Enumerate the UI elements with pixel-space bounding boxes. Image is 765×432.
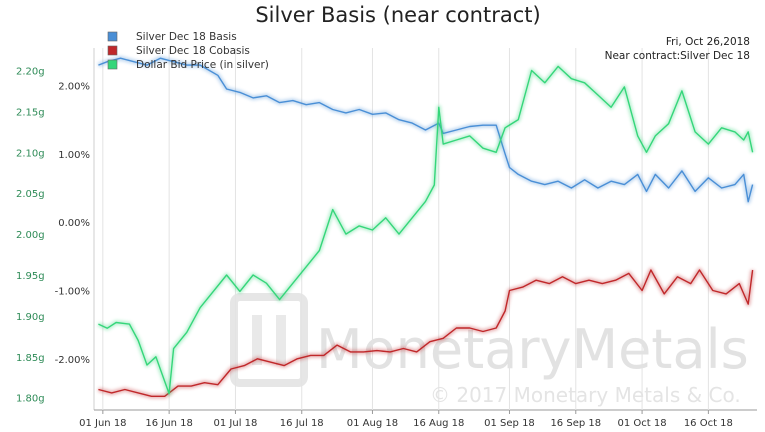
x-tick-label: 01 Jul 18 [214, 418, 258, 429]
x-tick-label: 16 Jul 18 [280, 418, 324, 429]
watermark-logo-icon [230, 293, 308, 387]
legend-swatch [107, 45, 118, 56]
y-right-tick-label: 1.95g [16, 271, 45, 282]
y-right-tick-label: 2.20g [16, 66, 45, 77]
y-left-tick-label: -1.00% [55, 286, 90, 297]
legend-swatch [107, 59, 118, 70]
series-layer [97, 55, 755, 399]
annotation-contract: Near contract:Silver Dec 18 [605, 50, 750, 62]
x-tick-label: 01 Jun 18 [79, 418, 126, 429]
legend-swatch [107, 31, 118, 42]
legend-label: Silver Dec 18 Cobasis [136, 45, 250, 57]
y-right-tick-label: 2.10g [16, 148, 45, 159]
watermark-copyright: © 2017 Monetary Metals & Co. [430, 383, 741, 407]
x-tick-label: 16 Sep 18 [550, 418, 601, 429]
series-line-silver-dec-18-cobasis [98, 269, 754, 397]
x-tick-label: 01 Sep 18 [484, 418, 535, 429]
chart-title: Silver Basis (near contract) [255, 3, 540, 27]
y-right-tick-label: 2.00g [16, 230, 45, 241]
watermark: MonetaryMetals © 2017 Monetary Metals & … [230, 293, 749, 407]
y-left-tick-label: -2.00% [55, 355, 90, 366]
x-tick-label: 16 Jun 18 [145, 418, 192, 429]
y-right-tick-label: 2.15g [16, 107, 45, 118]
watermark-logo-bar-left [252, 315, 262, 365]
y-right-tick-label: 2.05g [16, 189, 45, 200]
watermark-logo-bar-right [276, 315, 286, 365]
annotation-date: Fri, Oct 26,2018 [666, 36, 750, 48]
series-line-dollar-bid-price-in-silver [98, 65, 754, 395]
y-axis-right-ticks: 2.20g 2.15g 2.10g 2.05g 2.00g 1.95g 1.90g 1.85g… [16, 66, 45, 404]
legend-label: Dollar Bid Price (in silver) [136, 59, 269, 71]
legend: Silver Dec 18 Basis Silver Dec 18 Cobasis… [107, 31, 269, 71]
y-right-tick-label: 1.85g [16, 353, 45, 364]
y-axis-left-ticks: 2.00% 1.00% 0.00% -1.00% -2.00% [55, 82, 90, 366]
x-tick-label: 01 Aug 18 [347, 418, 398, 429]
x-tick-label: 16 Oct 18 [684, 418, 733, 429]
y-left-tick-label: 2.00% [58, 82, 90, 93]
x-axis-ticks: 01 Jun 18 16 Jun 18 01 Jul 18 16 Jul 18 01 A… [79, 410, 733, 429]
x-tick-label: 16 Aug 18 [413, 418, 464, 429]
y-left-tick-label: 1.00% [58, 150, 90, 161]
x-tick-label: 01 Oct 18 [618, 418, 667, 429]
legend-label: Silver Dec 18 Basis [136, 31, 237, 43]
y-right-tick-label: 1.80g [16, 394, 45, 405]
y-left-tick-label: 0.00% [58, 218, 90, 229]
y-right-tick-label: 1.90g [16, 312, 45, 323]
